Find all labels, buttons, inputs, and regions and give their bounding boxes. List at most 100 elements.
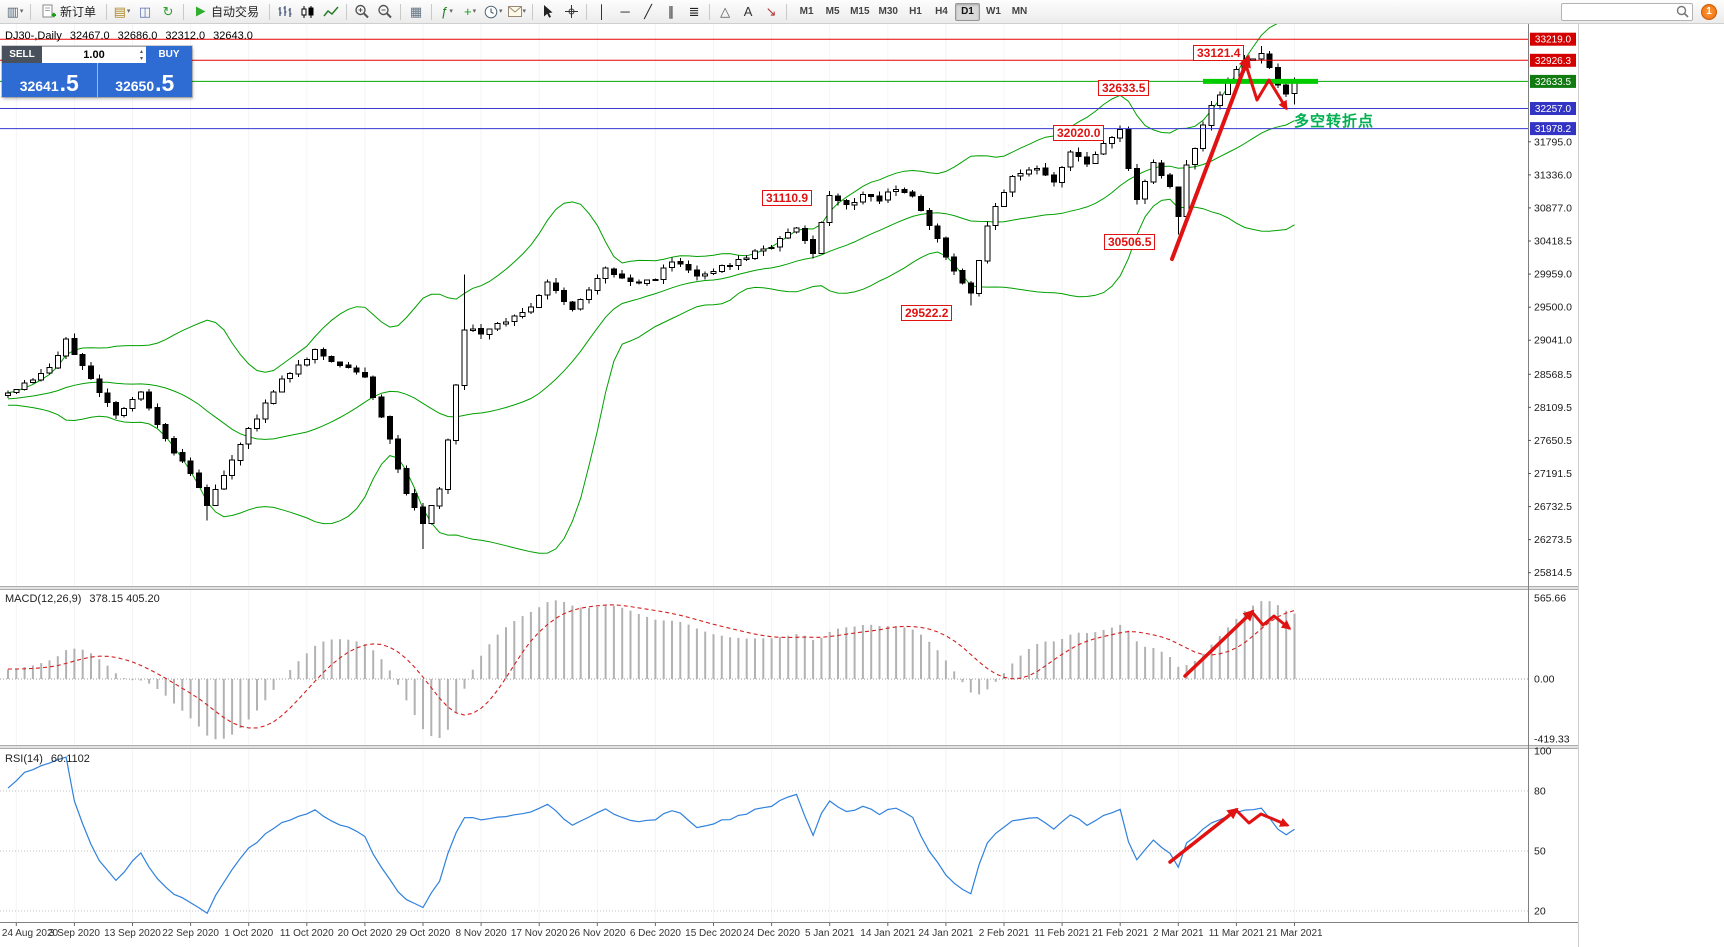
notification-badge[interactable]: 1	[1701, 3, 1717, 20]
refresh-icon[interactable]: ↻	[162, 4, 174, 19]
candle-body	[594, 278, 601, 291]
new-order-button[interactable]: 新订单	[35, 2, 102, 22]
rsi-panel	[0, 756, 1528, 915]
line-chart-icon[interactable]	[320, 2, 342, 22]
price-axis[interactable]: 31795.0 31336.0 30877.0 30418.5 29959.0 29500…	[1528, 24, 1579, 947]
candle-body	[602, 267, 609, 280]
new-chart-icon[interactable]: ▥ ▾	[6, 4, 24, 19]
dropdown-arrow-icon[interactable]: ▾	[522, 8, 527, 15]
candle-body	[88, 365, 94, 380]
search-icon[interactable]	[1676, 5, 1689, 18]
bollinger-upper-band	[7, 24, 1278, 394]
zoom-in-icon[interactable]	[351, 2, 373, 22]
dropdown-arrow-icon[interactable]: ▾	[472, 8, 477, 15]
fibonacci-icon[interactable]: ≣	[688, 4, 700, 19]
candle-body	[984, 225, 991, 262]
cursor-icon[interactable]	[537, 2, 559, 22]
dropdown-arrow-icon[interactable]: ▾	[19, 8, 24, 15]
candlestick-chart-icon[interactable]	[297, 2, 319, 22]
search-input[interactable]	[1565, 5, 1676, 18]
price-swing-label[interactable]: 32020.0	[1053, 125, 1105, 141]
equidistant-channel-icon[interactable]: ∥	[667, 4, 675, 19]
price-level-box-label: 32926.3	[1535, 56, 1572, 67]
add-indicator-icon[interactable]: + ▾	[463, 4, 477, 19]
trend-arrow[interactable]	[1243, 60, 1288, 111]
timeframe-mn[interactable]: MN	[1011, 6, 1028, 17]
candle-body	[743, 257, 750, 260]
time-axis-label: 11 Mar 2021	[1209, 928, 1265, 939]
candle-body	[1084, 156, 1090, 165]
lot-size-input[interactable]: 1.00 ▴ ▾	[42, 46, 146, 63]
price-swing-label[interactable]: 31110.9	[762, 190, 813, 206]
toolbar-separator	[786, 3, 788, 20]
trend-arrow[interactable]	[1234, 808, 1290, 827]
panel-separator[interactable]	[0, 745, 1578, 749]
vertical-line-icon[interactable]: │	[598, 4, 607, 19]
candle-body	[1150, 161, 1157, 183]
trend-arrow[interactable]	[1168, 807, 1239, 864]
candle-body	[718, 265, 725, 273]
candle-body	[1191, 148, 1198, 165]
timeframe-w1[interactable]: W1	[985, 6, 1001, 17]
horizontal-line-icon[interactable]: ─	[620, 4, 630, 19]
price-swing-label[interactable]: 32633.5	[1098, 80, 1150, 96]
price-level-box-label: 33219.0	[1535, 35, 1572, 46]
timeframe-m1[interactable]: M1	[799, 6, 814, 17]
candle-body	[503, 321, 509, 325]
market-watch-icon[interactable]: ◫	[138, 4, 152, 19]
shapes-icon[interactable]: △	[720, 4, 731, 19]
time-axis-label: 24 Aug 2020	[2, 928, 59, 939]
candle-body	[79, 354, 86, 367]
dropdown-arrow-icon[interactable]: ▾	[499, 8, 503, 15]
rsi-axis-label: 80	[1534, 786, 1546, 798]
lot-increase-button[interactable]: ▴	[139, 48, 143, 55]
dropdown-arrow-icon[interactable]: ▾	[126, 8, 131, 15]
autotrading-button[interactable]: 自动交易	[188, 2, 265, 22]
timeframe-m5[interactable]: M5	[825, 6, 840, 17]
price-swing-label[interactable]: 30506.5	[1104, 234, 1156, 250]
sell-button[interactable]: SELL	[2, 46, 42, 63]
buy-price-button[interactable]: 32650.5	[97, 63, 192, 97]
timeframe-h4[interactable]: H4	[935, 6, 948, 17]
price-swing-label[interactable]: 33121.4	[1193, 45, 1245, 61]
trend-arrow[interactable]	[1183, 609, 1255, 678]
indicators-icon[interactable]: ƒ ▾	[441, 4, 453, 19]
sell-price-button[interactable]: 32641.5	[2, 63, 98, 97]
tile-windows-icon[interactable]: ▦	[409, 4, 423, 19]
lot-decrease-button[interactable]: ▾	[139, 55, 143, 62]
price-swing-label[interactable]: 29522.2	[901, 305, 953, 321]
trend-arrow[interactable]	[1250, 610, 1292, 630]
crosshair-icon[interactable]	[560, 2, 582, 22]
dropdown-arrow-icon[interactable]: ▾	[449, 8, 453, 15]
candle-body	[254, 418, 260, 429]
turning-point-annotation[interactable]: 多空转折点	[1294, 113, 1375, 130]
periods-icon[interactable]: ▾	[482, 2, 505, 22]
timeframe-m15[interactable]: M15	[850, 6, 870, 17]
zoom-out-icon[interactable]	[374, 2, 396, 22]
timeframe-d1[interactable]: D1	[954, 2, 980, 21]
text-label-icon[interactable]: A	[743, 4, 753, 19]
panel-separator[interactable]	[0, 586, 1578, 590]
bar-chart-icon[interactable]	[274, 2, 296, 22]
time-axis-label: 2 Mar 2021	[1153, 928, 1204, 939]
buy-button[interactable]: BUY	[146, 46, 192, 63]
candle-body	[1001, 191, 1007, 208]
trendline-icon[interactable]: ╱	[644, 4, 652, 19]
arrow-object-icon[interactable]: ↘	[765, 4, 777, 19]
candle-body	[901, 189, 908, 193]
chart-canvas[interactable]: 31795.0 31336.0 30877.0 30418.5 29959.0 29500…	[0, 24, 1724, 947]
timeframe-selector: M1 M5 M15 M30 H1 H4 D1 W1 MN	[794, 2, 1032, 21]
candle-body	[1059, 166, 1066, 183]
candlesticks	[5, 46, 1298, 549]
profiles-icon[interactable]: ▤ ▾	[113, 4, 131, 19]
templates-icon[interactable]: ▾	[506, 2, 529, 22]
timeframe-h1[interactable]: H1	[909, 6, 922, 17]
candle-body	[710, 270, 717, 274]
timeframe-m30[interactable]: M30	[878, 6, 898, 17]
candle-body	[519, 312, 526, 317]
candle-body	[859, 193, 866, 203]
candle-body	[527, 306, 534, 313]
trend-arrow[interactable]	[1170, 54, 1251, 261]
time-axis-label: 1 Oct 2020	[224, 928, 273, 939]
